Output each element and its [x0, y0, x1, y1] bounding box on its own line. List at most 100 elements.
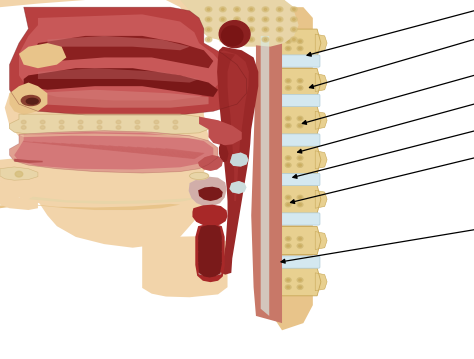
Polygon shape	[315, 74, 327, 92]
Circle shape	[221, 28, 224, 31]
Circle shape	[276, 37, 283, 42]
Circle shape	[299, 157, 301, 159]
Circle shape	[116, 126, 121, 129]
Circle shape	[285, 202, 291, 207]
Circle shape	[292, 18, 295, 20]
Circle shape	[205, 27, 212, 32]
Circle shape	[135, 126, 140, 129]
Circle shape	[276, 17, 283, 22]
Circle shape	[287, 117, 290, 120]
Circle shape	[285, 285, 291, 289]
Polygon shape	[279, 185, 321, 213]
Circle shape	[287, 286, 290, 288]
Circle shape	[299, 47, 301, 50]
Circle shape	[291, 17, 297, 22]
Circle shape	[264, 28, 267, 31]
Polygon shape	[315, 151, 327, 169]
Circle shape	[297, 202, 303, 207]
Polygon shape	[24, 90, 209, 108]
Circle shape	[287, 40, 290, 42]
Circle shape	[221, 18, 224, 20]
Circle shape	[299, 40, 301, 42]
Polygon shape	[0, 167, 38, 180]
Polygon shape	[195, 224, 225, 282]
Polygon shape	[33, 36, 213, 68]
Polygon shape	[199, 117, 242, 145]
Polygon shape	[229, 181, 246, 194]
Polygon shape	[279, 268, 321, 296]
Circle shape	[262, 37, 269, 42]
Polygon shape	[199, 117, 242, 145]
Circle shape	[21, 126, 26, 129]
Polygon shape	[0, 158, 209, 207]
Polygon shape	[47, 36, 190, 50]
Circle shape	[135, 120, 140, 124]
Circle shape	[219, 37, 226, 42]
Circle shape	[285, 79, 291, 83]
Polygon shape	[9, 83, 47, 115]
Circle shape	[285, 278, 291, 282]
Circle shape	[297, 116, 303, 121]
Polygon shape	[14, 132, 213, 169]
Circle shape	[285, 46, 291, 51]
Circle shape	[207, 38, 210, 41]
Circle shape	[219, 17, 226, 22]
Circle shape	[287, 80, 290, 82]
Polygon shape	[14, 159, 43, 163]
Circle shape	[287, 47, 290, 50]
Circle shape	[97, 120, 102, 124]
Circle shape	[97, 126, 102, 129]
Circle shape	[221, 8, 224, 10]
Polygon shape	[279, 146, 321, 174]
Polygon shape	[19, 134, 204, 140]
Polygon shape	[198, 155, 223, 171]
Polygon shape	[180, 0, 303, 47]
Circle shape	[285, 195, 291, 200]
Circle shape	[250, 18, 253, 20]
Polygon shape	[9, 7, 246, 115]
Circle shape	[221, 38, 224, 41]
Circle shape	[285, 244, 291, 248]
Circle shape	[287, 238, 290, 240]
Circle shape	[278, 38, 281, 41]
Circle shape	[116, 120, 121, 124]
Ellipse shape	[219, 21, 250, 47]
Polygon shape	[230, 153, 248, 167]
Circle shape	[264, 18, 267, 20]
Polygon shape	[219, 144, 228, 162]
Polygon shape	[9, 131, 218, 173]
Polygon shape	[161, 0, 299, 47]
Circle shape	[78, 126, 83, 129]
Circle shape	[299, 164, 301, 166]
Polygon shape	[315, 190, 327, 208]
Polygon shape	[315, 273, 327, 291]
Polygon shape	[198, 271, 222, 276]
Circle shape	[248, 37, 255, 42]
Circle shape	[219, 7, 226, 12]
Circle shape	[236, 18, 238, 20]
Circle shape	[287, 279, 290, 281]
Circle shape	[250, 28, 253, 31]
Circle shape	[297, 163, 303, 167]
Circle shape	[276, 7, 283, 12]
Polygon shape	[171, 207, 209, 218]
Circle shape	[205, 7, 212, 12]
Circle shape	[236, 38, 238, 41]
Polygon shape	[0, 0, 209, 248]
Circle shape	[278, 18, 281, 20]
Circle shape	[234, 37, 240, 42]
Circle shape	[297, 237, 303, 241]
Circle shape	[299, 196, 301, 199]
Circle shape	[297, 79, 303, 83]
Circle shape	[262, 17, 269, 22]
Circle shape	[297, 285, 303, 289]
Circle shape	[297, 123, 303, 128]
Circle shape	[236, 8, 238, 10]
Circle shape	[59, 120, 64, 124]
Polygon shape	[192, 205, 228, 226]
Circle shape	[154, 120, 159, 124]
Circle shape	[297, 195, 303, 200]
Circle shape	[287, 125, 290, 127]
Circle shape	[40, 120, 45, 124]
FancyBboxPatch shape	[280, 94, 320, 107]
